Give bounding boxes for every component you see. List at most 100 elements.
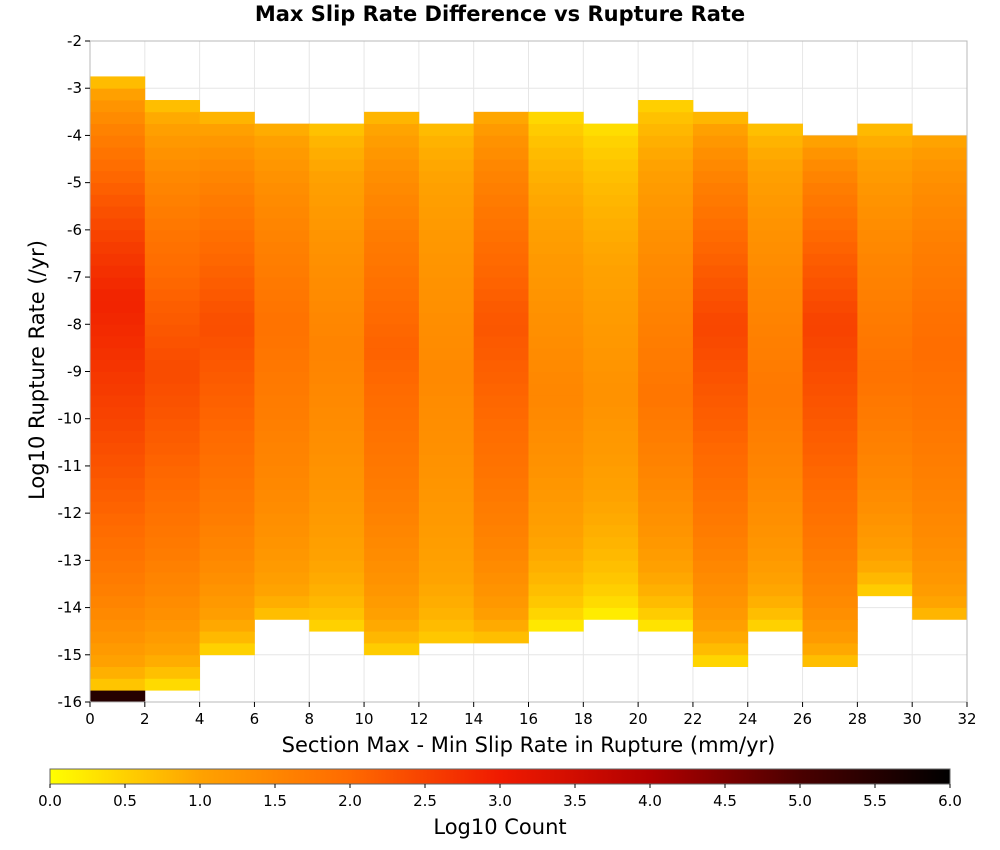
heatmap-cell xyxy=(418,265,475,278)
heatmap-cell xyxy=(747,607,803,620)
heatmap-cell xyxy=(583,418,639,431)
heatmap-cell xyxy=(309,395,365,408)
heatmap-cell xyxy=(747,477,803,490)
heatmap-cell xyxy=(144,595,201,608)
heatmap-cell xyxy=(747,548,803,561)
heatmap-cell xyxy=(692,572,749,585)
x-tick-label: 26 xyxy=(793,710,812,728)
heatmap-cell xyxy=(638,572,694,585)
heatmap-cell xyxy=(199,572,255,585)
heatmap-cell xyxy=(583,194,639,207)
heatmap-cell xyxy=(692,430,749,443)
heatmap-cell xyxy=(857,241,913,254)
heatmap-cell xyxy=(254,477,310,490)
heatmap-cell xyxy=(90,524,146,538)
heatmap-cell xyxy=(802,465,858,479)
heatmap-cell xyxy=(912,395,968,408)
heatmap-cell xyxy=(747,336,803,349)
heatmap-cell xyxy=(199,465,255,479)
heatmap-cell xyxy=(802,277,858,290)
heatmap-cell xyxy=(418,418,475,431)
heatmap-cell xyxy=(638,583,694,597)
heatmap-cell xyxy=(144,347,201,361)
heatmap-cell xyxy=(90,135,146,148)
heatmap-cell xyxy=(254,524,310,538)
axis-ticks: 0 2 4 6 8 10 12 14 16 18 20 22 24 26 28 30 32-2-3-4-5-6-… xyxy=(58,32,977,728)
heatmap-cell xyxy=(199,489,255,502)
heatmap-cell xyxy=(802,288,858,302)
heatmap-cell xyxy=(638,501,694,514)
heatmap-cell xyxy=(692,359,749,372)
heatmap-cell xyxy=(90,536,146,549)
heatmap-cell xyxy=(528,454,584,467)
heatmap-cell xyxy=(254,607,310,620)
heatmap-cell xyxy=(912,300,968,313)
heatmap-cell xyxy=(638,442,694,455)
heatmap-cell xyxy=(528,560,584,573)
heatmap-cell xyxy=(473,548,529,561)
heatmap-cell xyxy=(199,607,255,620)
colorbar-tick-label: 0.5 xyxy=(113,792,137,810)
heatmap-cell xyxy=(473,241,529,254)
heatmap-cell xyxy=(144,253,201,266)
heatmap-cell xyxy=(857,406,913,420)
heatmap-cell xyxy=(528,135,584,148)
heatmap-cell xyxy=(638,371,694,384)
heatmap-cell xyxy=(254,241,310,254)
heatmap-cell xyxy=(90,430,146,443)
heatmap-cell xyxy=(528,395,584,408)
heatmap-cell xyxy=(692,218,749,231)
heatmap-cell xyxy=(692,324,749,337)
heatmap-cell xyxy=(364,607,420,620)
heatmap-cell xyxy=(528,182,584,195)
heatmap-cell xyxy=(473,395,529,408)
heatmap-cell xyxy=(747,489,803,502)
heatmap-cell xyxy=(364,253,420,266)
heatmap-cell xyxy=(857,194,913,207)
heatmap-cell xyxy=(90,477,146,490)
heatmap-cell xyxy=(528,300,584,313)
heatmap-cell xyxy=(309,241,365,254)
heatmap-cell xyxy=(199,477,255,490)
heatmap-cell xyxy=(144,277,201,290)
heatmap-cell xyxy=(418,300,475,313)
heatmap-cell xyxy=(144,383,201,396)
heatmap-cell xyxy=(418,359,475,372)
heatmap-cell xyxy=(692,583,749,597)
x-tick-label: 24 xyxy=(738,710,757,728)
heatmap-cell xyxy=(254,182,310,195)
x-tick-label: 14 xyxy=(464,710,483,728)
heatmap-cell xyxy=(309,347,365,361)
x-tick-label: 28 xyxy=(848,710,867,728)
heatmap-cell xyxy=(528,406,584,420)
heatmap-cell xyxy=(802,159,858,172)
heatmap-cell xyxy=(583,206,639,219)
heatmap-cell xyxy=(418,560,475,573)
heatmap-cell xyxy=(364,560,420,573)
heatmap-cell xyxy=(583,465,639,479)
heatmap-cell xyxy=(199,595,255,608)
heatmap-cell xyxy=(144,548,201,561)
heatmap-cell xyxy=(90,501,146,514)
heatmap-cell xyxy=(309,536,365,549)
heatmap-cell xyxy=(254,135,310,148)
heatmap-cell xyxy=(802,489,858,502)
heatmap-cell xyxy=(583,395,639,408)
heatmap-cell xyxy=(144,241,201,254)
heatmap-cell xyxy=(90,241,146,254)
heatmap-cell xyxy=(583,383,639,396)
heatmap-cell xyxy=(473,277,529,290)
heatmap-cell xyxy=(144,430,201,443)
heatmap-cell xyxy=(254,536,310,549)
heatmap-cell xyxy=(418,288,475,302)
heatmap-cell xyxy=(254,347,310,361)
heatmap-cell xyxy=(692,277,749,290)
heatmap-cell xyxy=(857,548,913,561)
heatmap-cell xyxy=(364,312,420,325)
heatmap-cell xyxy=(144,147,201,160)
x-tick-label: 8 xyxy=(304,710,314,728)
heatmap-cell xyxy=(144,666,201,679)
heatmap-cell xyxy=(857,489,913,502)
heatmap-cell xyxy=(857,229,913,243)
heatmap-cell xyxy=(692,619,749,632)
